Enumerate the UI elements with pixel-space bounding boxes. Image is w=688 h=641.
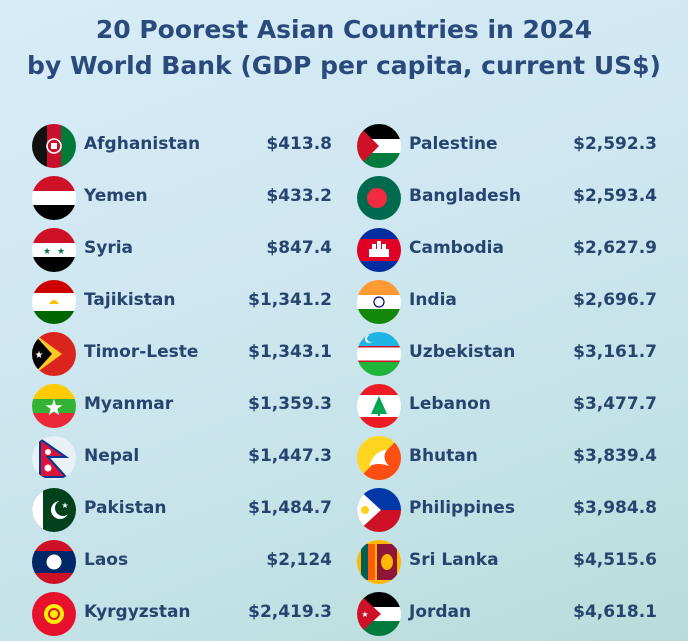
- gdp-value: $3,839.4: [573, 446, 657, 466]
- palestine-flag-icon: [357, 124, 401, 168]
- country-name: Laos: [84, 550, 129, 570]
- svg-text:★: ★: [61, 501, 68, 510]
- svg-text:★: ★: [361, 610, 368, 619]
- country-row: ★ Timor-Leste $1,343.1: [32, 328, 332, 380]
- country-row: Philippines $3,984.8: [357, 484, 657, 536]
- country-row: Yemen $433.2: [32, 172, 332, 224]
- cambodia-flag-icon: [357, 228, 401, 272]
- gdp-value: $3,477.7: [573, 394, 657, 414]
- svg-text:★: ★: [43, 247, 51, 257]
- right-column: Palestine $2,592.3 Bangladesh $2,593.4 C…: [357, 120, 657, 640]
- gdp-value: $2,593.4: [573, 186, 657, 206]
- gdp-value: $2,627.9: [573, 238, 657, 258]
- country-name: Lebanon: [409, 394, 491, 414]
- infographic-title: 20 Poorest Asian Countries in 2024 by Wo…: [0, 12, 688, 84]
- jordan-flag-icon: ★: [357, 592, 401, 636]
- gdp-value: $433.2: [266, 186, 332, 206]
- sri-lanka-flag-icon: [357, 540, 401, 584]
- bangladesh-flag-icon: [357, 176, 401, 220]
- gdp-value: $2,124: [266, 550, 332, 570]
- country-name: Sri Lanka: [409, 550, 499, 570]
- gdp-value: $1,447.3: [248, 446, 332, 466]
- country-row: India $2,696.7: [357, 276, 657, 328]
- country-name: Bangladesh: [409, 186, 521, 206]
- india-flag-icon: [357, 280, 401, 324]
- gdp-value: $1,341.2: [248, 290, 332, 310]
- country-row: Laos $2,124: [32, 536, 332, 588]
- country-name: Cambodia: [409, 238, 504, 258]
- country-name: Timor-Leste: [84, 342, 199, 362]
- country-name: Bhutan: [409, 446, 478, 466]
- country-row: ★ Pakistan $1,484.7: [32, 484, 332, 536]
- gdp-value: $1,343.1: [248, 342, 332, 362]
- country-row: Bangladesh $2,593.4: [357, 172, 657, 224]
- country-row: Kyrgyzstan $2,419.3: [32, 588, 332, 640]
- uzbekistan-flag-icon: [357, 332, 401, 376]
- laos-flag-icon: [32, 540, 76, 584]
- country-name: Jordan: [409, 602, 472, 622]
- country-row: Cambodia $2,627.9: [357, 224, 657, 276]
- lebanon-flag-icon: [357, 384, 401, 428]
- country-name: Philippines: [409, 498, 515, 518]
- svg-text:★: ★: [44, 396, 64, 421]
- country-name: Yemen: [84, 186, 148, 206]
- gdp-value: $847.4: [266, 238, 332, 258]
- country-row: Tajikistan $1,341.2: [32, 276, 332, 328]
- country-row: ★ Jordan $4,618.1: [357, 588, 657, 640]
- country-name: Uzbekistan: [409, 342, 516, 362]
- country-name: India: [409, 290, 457, 310]
- country-name: Kyrgyzstan: [84, 602, 191, 622]
- gdp-value: $4,515.6: [573, 550, 657, 570]
- svg-text:★: ★: [35, 350, 44, 361]
- svg-text:★: ★: [57, 247, 65, 257]
- left-column: Afghanistan $413.8 Yemen $433.2 ★ ★ Syri…: [32, 120, 332, 640]
- country-row: Bhutan $3,839.4: [357, 432, 657, 484]
- myanmar-flag-icon: ★: [32, 384, 76, 428]
- nepal-flag-icon: [32, 436, 76, 480]
- gdp-value: $2,696.7: [573, 290, 657, 310]
- gdp-value: $413.8: [266, 134, 332, 154]
- gdp-value: $2,419.3: [248, 602, 332, 622]
- country-name: Myanmar: [84, 394, 174, 414]
- country-name: Nepal: [84, 446, 140, 466]
- bhutan-flag-icon: [357, 436, 401, 480]
- gdp-value: $4,618.1: [573, 602, 657, 622]
- gdp-value: $2,592.3: [573, 134, 657, 154]
- yemen-flag-icon: [32, 176, 76, 220]
- country-row: ★ Myanmar $1,359.3: [32, 380, 332, 432]
- gdp-value: $1,359.3: [248, 394, 332, 414]
- gdp-value: $1,484.7: [248, 498, 332, 518]
- country-name: Tajikistan: [84, 290, 176, 310]
- country-name: Palestine: [409, 134, 498, 154]
- country-row: Afghanistan $413.8: [32, 120, 332, 172]
- country-row: Palestine $2,592.3: [357, 120, 657, 172]
- country-row: Sri Lanka $4,515.6: [357, 536, 657, 588]
- title-line-1: 20 Poorest Asian Countries in 2024: [95, 15, 593, 44]
- country-name: Syria: [84, 238, 134, 258]
- gdp-value: $3,161.7: [573, 342, 657, 362]
- timor-leste-flag-icon: ★: [32, 332, 76, 376]
- country-row: Lebanon $3,477.7: [357, 380, 657, 432]
- country-row: Nepal $1,447.3: [32, 432, 332, 484]
- afghanistan-flag-icon: [32, 124, 76, 168]
- country-name: Pakistan: [84, 498, 167, 518]
- philippines-flag-icon: [357, 488, 401, 532]
- tajikistan-flag-icon: [32, 280, 76, 324]
- title-line-2: by World Bank (GDP per capita, current U…: [27, 51, 661, 80]
- gdp-value: $3,984.8: [573, 498, 657, 518]
- syria-flag-icon: ★ ★: [32, 228, 76, 272]
- country-row: ★ ★ Syria $847.4: [32, 224, 332, 276]
- pakistan-flag-icon: ★: [32, 488, 76, 532]
- kyrgyzstan-flag-icon: [32, 592, 76, 636]
- country-name: Afghanistan: [84, 134, 201, 154]
- country-row: Uzbekistan $3,161.7: [357, 328, 657, 380]
